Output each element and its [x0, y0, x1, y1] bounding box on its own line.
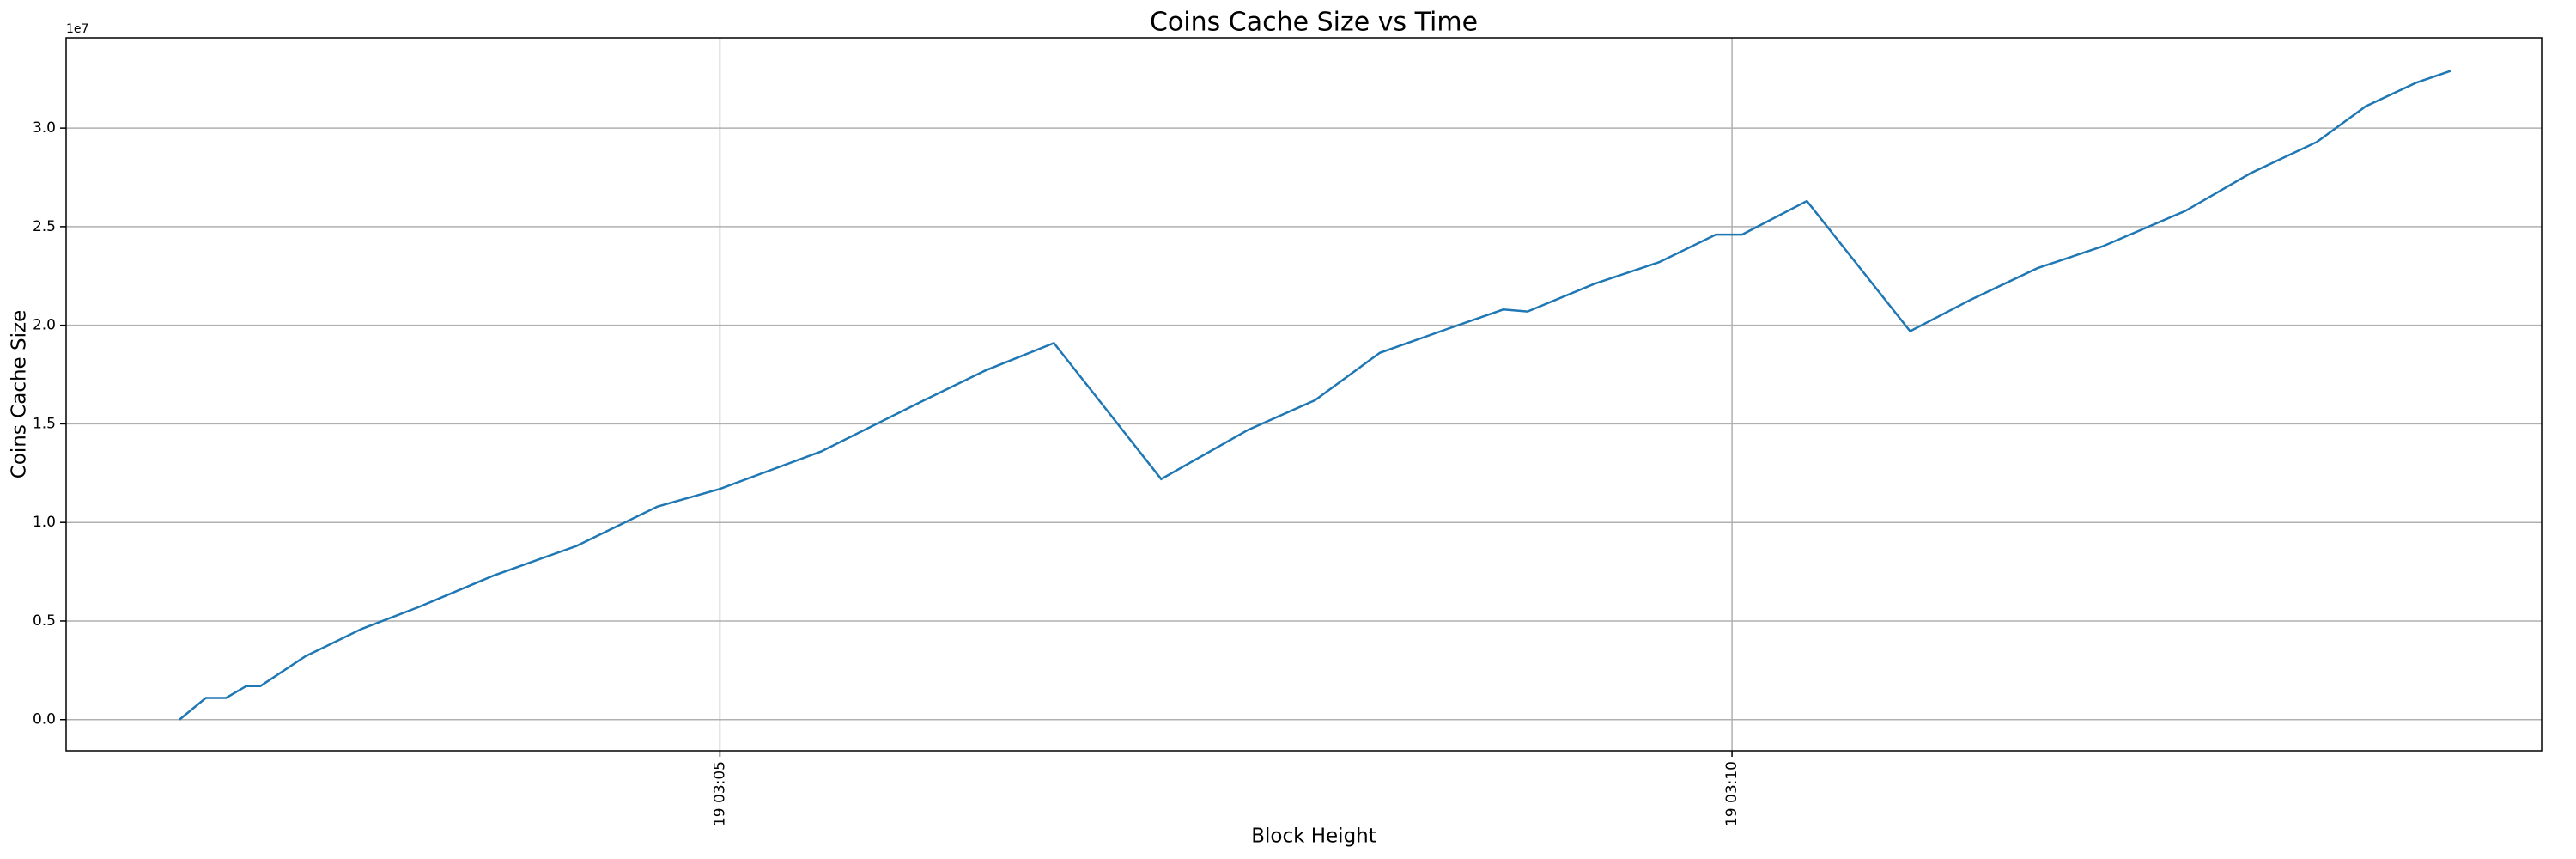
x-axis-label: Block Height	[1251, 825, 1376, 848]
chart-title: Coins Cache Size vs Time	[1150, 8, 1478, 38]
y-tick-label: 2.5	[33, 218, 56, 235]
data-line	[179, 70, 2451, 721]
y-offset-label: 1e7	[66, 22, 88, 36]
y-tick-label: 0.5	[33, 612, 56, 630]
y-tick-label: 2.0	[33, 317, 56, 334]
x-tick-label: 19 03:10	[1723, 761, 1741, 826]
plot-frame	[65, 37, 2543, 752]
y-tick-label: 0.0	[33, 711, 56, 728]
y-axis-label: Coins Cache Size	[9, 310, 31, 478]
y-tick-label: 1.0	[33, 514, 56, 531]
y-tick-label: 3.0	[33, 119, 56, 137]
x-tick-label: 19 03:05	[711, 761, 728, 826]
y-tick-label: 1.5	[33, 415, 56, 432]
